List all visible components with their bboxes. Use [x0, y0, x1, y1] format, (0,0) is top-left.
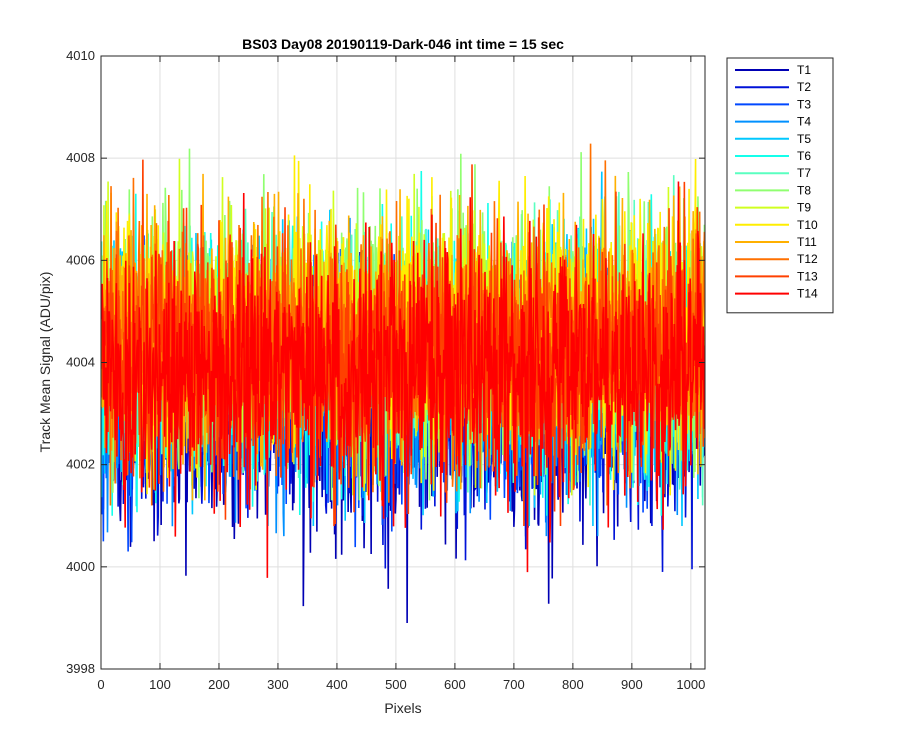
x-tick-label: 200 [208, 677, 230, 692]
y-tick-label: 4000 [66, 559, 95, 574]
legend-label: T10 [797, 218, 818, 232]
legend-label: T9 [797, 201, 811, 215]
legend-box [726, 57, 834, 314]
legend-label: T5 [797, 132, 811, 146]
x-tick-label: 400 [326, 677, 348, 692]
legend-label: T11 [797, 235, 817, 249]
legend-label: T4 [797, 115, 811, 129]
x-tick-label: 300 [267, 677, 289, 692]
y-tick-label: 4004 [66, 355, 95, 370]
y-tick-label: 4008 [66, 150, 95, 165]
chart-title: BS03 Day08 20190119-Dark-046 int time = … [242, 36, 564, 52]
x-tick-label: 0 [97, 677, 104, 692]
legend: T1 T2 T3 T4 T5 T6 T7 T8 T9 T10 T11 T12 T13 T14 [726, 57, 834, 314]
y-axis-label: Track Mean Signal (ADU/pix) [37, 272, 53, 453]
x-tick-label: 1000 [676, 677, 705, 692]
legend-label: T13 [797, 269, 818, 283]
legend-label: T2 [797, 80, 811, 94]
y-tick-label: 4002 [66, 457, 95, 472]
legend-label: T1 [797, 63, 811, 77]
series-line-t14 [101, 181, 705, 578]
x-tick-label: 700 [503, 677, 525, 692]
ticks: 0 100 200 300 400 500 600 700 800 900 1000 3998 4000… [66, 48, 705, 692]
y-tick-label: 3998 [66, 661, 95, 676]
legend-label: T8 [797, 183, 811, 197]
legend-label: T7 [797, 166, 811, 180]
x-axis-label: Pixels [384, 700, 421, 716]
x-tick-label: 500 [385, 677, 407, 692]
series-lines [101, 143, 705, 624]
x-tick-label: 100 [149, 677, 171, 692]
legend-label: T3 [797, 97, 811, 111]
y-tick-label: 4006 [66, 252, 95, 267]
x-tick-label: 800 [562, 677, 584, 692]
y-tick-label: 4010 [66, 48, 95, 63]
legend-label: T6 [797, 149, 811, 163]
x-tick-label: 900 [621, 677, 643, 692]
legend-label: T14 [797, 287, 818, 301]
legend-label: T12 [797, 252, 818, 266]
x-tick-label: 600 [444, 677, 466, 692]
